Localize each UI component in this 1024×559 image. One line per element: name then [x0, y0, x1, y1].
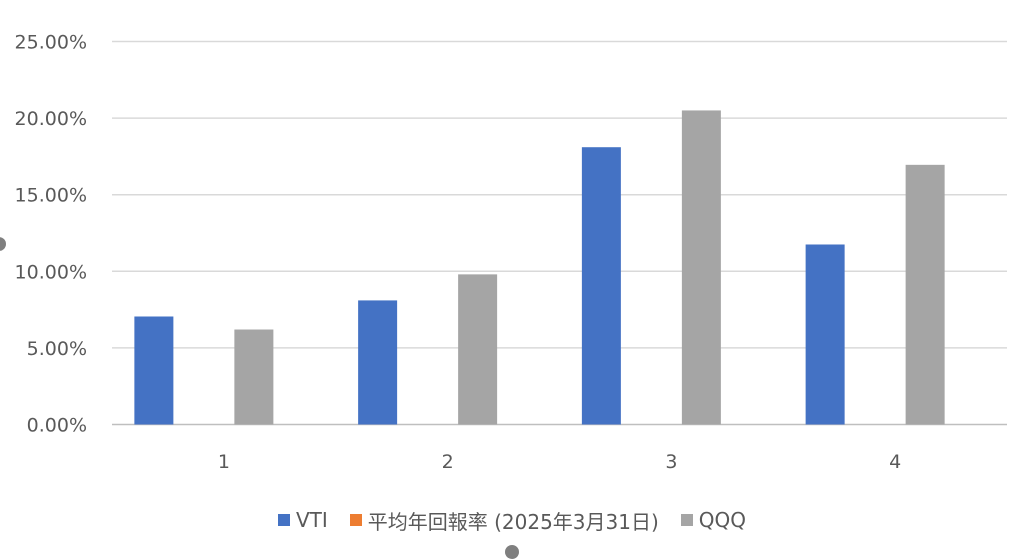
bar-vti-2: [358, 300, 398, 425]
bar-chart: 0.00% 5.00% 10.00% 15.00% 20.00% 25.00% 1 2 3 4: [15, 32, 1007, 473]
bars: [134, 110, 945, 425]
y-tick-label: 25.00%: [15, 32, 87, 54]
x-category-label: 2: [442, 451, 454, 473]
bar-qqq-4: [905, 164, 945, 425]
legend-swatch: [277, 514, 290, 526]
legend-item: QQQ: [680, 508, 747, 532]
legend-label: QQQ: [698, 508, 747, 532]
y-tick-label: 5.00%: [27, 338, 87, 360]
bar-qqq-2: [458, 274, 498, 425]
bar-vti-1: [134, 316, 174, 425]
y-tick-label: 10.00%: [15, 261, 87, 283]
legend-label: 平均年回報率 (2025年3月31日): [367, 509, 659, 534]
x-category-label: 3: [665, 451, 677, 473]
legend-swatch: [680, 514, 693, 526]
legend-item: VTI: [277, 508, 328, 532]
edge-marker-bottom: [505, 545, 519, 559]
y-tick-label: 20.00%: [15, 108, 87, 130]
edge-marker-left: [0, 237, 6, 251]
x-axis-category-labels: 1 2 3 4: [218, 451, 901, 473]
y-axis-tick-labels: 0.00% 5.00% 10.00% 15.00% 20.00% 25.00%: [15, 32, 87, 437]
bar-vti-3: [581, 147, 621, 425]
x-category-label: 4: [889, 451, 901, 473]
bar-vti-4: [805, 244, 845, 425]
legend-swatch: [349, 514, 362, 526]
bar-qqq-3: [681, 110, 721, 425]
legend: VTI 平均年回報率 (2025年3月31日) QQQ: [0, 504, 1024, 536]
x-category-label: 1: [218, 451, 230, 473]
bar-qqq-1: [234, 329, 274, 425]
y-tick-label: 15.00%: [15, 185, 87, 207]
legend-label: VTI: [295, 508, 328, 532]
legend-item: 平均年回報率 (2025年3月31日): [349, 506, 659, 535]
y-tick-label: 0.00%: [27, 415, 87, 437]
